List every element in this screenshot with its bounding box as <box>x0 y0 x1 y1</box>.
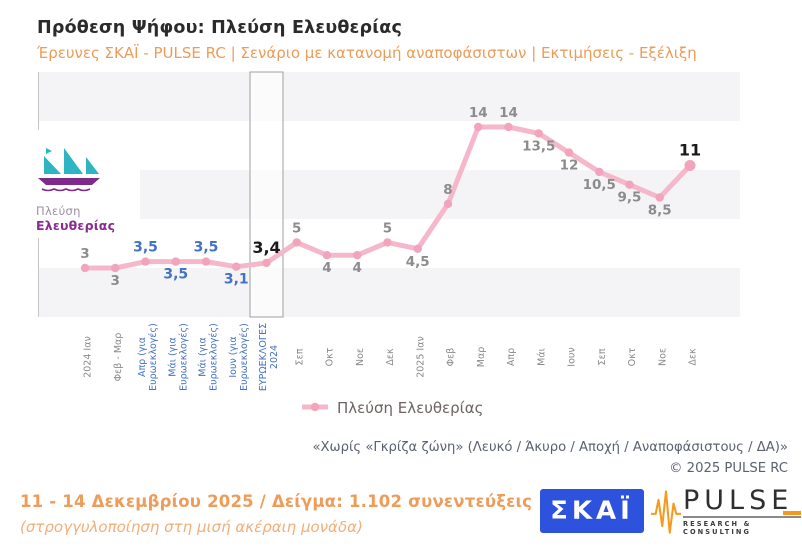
data-label: 10,5 <box>583 177 616 193</box>
data-point-marker <box>625 180 634 189</box>
x-tick-label: Σεπ <box>597 348 608 365</box>
x-tick-label: Μάι <box>536 348 547 366</box>
x-tick-label: ΕΥΡΩΕΚΛΟΓΕΣ <box>258 323 269 391</box>
data-point-marker <box>201 257 211 266</box>
x-tick-label: Δεκ <box>688 348 699 366</box>
data-point-marker <box>262 258 271 268</box>
data-point-marker <box>684 160 696 171</box>
party-name-line2: Ελευθερίας <box>36 218 116 233</box>
x-tick-label: Μάι (για <box>198 337 209 377</box>
x-tick-label: Φεβ <box>446 348 457 367</box>
data-point-marker <box>322 251 332 260</box>
footnote: «Χωρίς «Γκρίζα ζώνη» (Λευκό / Άκυρο / Απ… <box>228 437 788 479</box>
x-tick-label: Απρ <box>506 348 517 366</box>
data-point-marker <box>534 129 543 138</box>
data-label: 4 <box>353 260 362 276</box>
ship-icon <box>36 148 102 198</box>
data-point-marker <box>80 263 90 273</box>
data-label: 5 <box>383 220 392 236</box>
plot-band <box>38 72 740 121</box>
x-tick-label: Νοε <box>657 348 668 366</box>
data-label: 11 <box>679 141 701 160</box>
legend-marker-icon <box>300 398 330 417</box>
x-tick-label: Ευρωεκλογές) <box>239 323 250 391</box>
x-tick-label: 2025 Ιαν <box>415 336 426 378</box>
pulse-logo-divider <box>683 511 801 518</box>
page-title: Πρόθεση Ψήφου: Πλεύση Ελευθερίας <box>37 18 403 38</box>
data-label: 3,1 <box>224 272 249 288</box>
data-point-marker <box>655 193 664 202</box>
data-point-marker <box>383 238 392 247</box>
data-point-marker <box>595 167 604 177</box>
data-label: 12 <box>560 158 579 174</box>
data-label: 3 <box>111 273 120 289</box>
x-tick-label: Μαρ <box>476 347 487 368</box>
data-point-marker <box>353 251 362 260</box>
pulse-logo-tagline: RESEARCH & CONSULTING <box>683 519 752 536</box>
data-point-marker <box>171 257 180 266</box>
data-label: 8 <box>443 182 452 198</box>
trend-chart: 3 3 3,5 3,5 3,5 3,13,4 5 4 4 5 4,5 8 14 14 13,5 1210,59… <box>38 71 740 391</box>
party-logo: Πλεύση Ελευθερίας <box>28 130 140 238</box>
data-label: 4 <box>322 260 331 276</box>
data-label: 9,5 <box>618 190 642 206</box>
data-point-marker <box>504 122 513 132</box>
pulse-logo: PULSE RESEARCH & CONSULTING <box>651 487 801 539</box>
data-label: 14 <box>469 105 488 121</box>
rounding-note: (στρογγυλοποίηση στη μισή ακέραιη μονάδα… <box>20 518 363 536</box>
plot-band <box>38 121 740 170</box>
data-label: 3,5 <box>163 267 188 283</box>
x-tick-label: 2024 Ιαν <box>83 336 94 378</box>
skai-logo: ΣΚΑΪ <box>540 489 644 533</box>
data-point-marker <box>413 244 422 253</box>
data-label: 3,5 <box>133 240 158 256</box>
data-label: 3,4 <box>252 238 280 257</box>
x-tick-label: Φεβ - Μαρ <box>113 333 124 382</box>
copyright: © 2025 PULSE RC <box>669 461 788 476</box>
data-label: 8,5 <box>648 203 672 219</box>
highlight-column <box>249 71 284 318</box>
x-tick-label: Οκτ <box>627 347 638 366</box>
data-point-marker <box>474 122 483 132</box>
x-tick-label: Απρ (για <box>137 337 148 377</box>
x-tick-label: Δεκ <box>385 348 396 366</box>
data-label: 14 <box>499 105 518 121</box>
x-tick-label: Ευρωεκλογές) <box>148 323 159 391</box>
data-point-marker <box>141 257 150 266</box>
chart-legend: Πλεύση Ελευθερίας <box>300 398 484 417</box>
x-tick-label: Νοε <box>355 348 366 366</box>
data-point-marker <box>232 262 241 271</box>
plot-band <box>38 170 740 219</box>
data-point-marker <box>292 238 301 247</box>
x-tick-label: Ιουν <box>567 347 578 366</box>
plot-band <box>38 268 740 317</box>
data-label: 3,5 <box>194 240 219 256</box>
survey-info: 11 - 14 Δεκεμβρίου 2025 / Δείγμα: 1.102 … <box>20 492 533 511</box>
pulse-logo-text: PULSE <box>683 485 794 516</box>
data-point-marker <box>443 199 453 209</box>
x-tick-label: Ευρωεκλογές) <box>209 323 220 391</box>
data-label: 5 <box>292 220 301 236</box>
x-tick-label: Σεπ <box>294 348 305 365</box>
x-tick-label: Οκτ <box>325 347 336 366</box>
page-subtitle: Έρευνες ΣΚΑΪ - PULSE RC | Σενάριο με κατ… <box>37 44 697 62</box>
data-point-marker <box>564 148 574 157</box>
data-point-marker <box>111 263 120 273</box>
data-label: 3 <box>80 246 89 262</box>
legend-label: Πλεύση Ελευθερίας <box>337 398 484 417</box>
skai-logo-text: ΣΚΑΪ <box>550 496 634 526</box>
pulse-accent-mark <box>783 511 801 515</box>
x-tick-label: Ιουν (για <box>228 336 239 377</box>
party-name-line1: Πλεύση <box>36 204 81 218</box>
data-label: 4,5 <box>406 254 430 270</box>
data-label: 13,5 <box>522 138 555 154</box>
x-tick-label: Ευρωεκλογές) <box>178 323 189 391</box>
x-tick-label: Μάι (για <box>167 337 178 377</box>
x-tick-label: 2024 <box>269 345 280 369</box>
footnote-gray-zone: «Χωρίς «Γκρίζα ζώνη» (Λευκό / Άκυρο / Απ… <box>312 440 788 455</box>
pulse-waveform-icon <box>651 487 681 541</box>
